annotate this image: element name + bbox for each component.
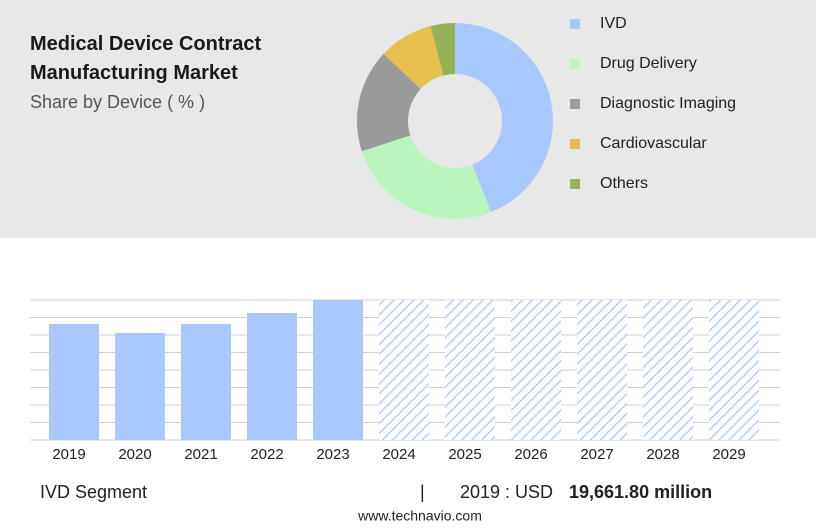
x-tick-label: 2026 bbox=[514, 446, 547, 463]
separator: | bbox=[420, 482, 425, 502]
x-tick-label: 2029 bbox=[712, 446, 745, 463]
legend-label: Diagnostic Imaging bbox=[600, 95, 736, 112]
x-tick-label: 2021 bbox=[184, 446, 217, 463]
forecast-bar bbox=[577, 300, 627, 440]
donut-slice bbox=[383, 26, 444, 89]
forecast-bar bbox=[511, 300, 561, 440]
forecast-bar bbox=[379, 300, 429, 440]
x-tick-label: 2023 bbox=[316, 446, 349, 463]
legend-label: Cardiovascular bbox=[600, 135, 707, 152]
donut-slice bbox=[455, 23, 554, 213]
legend-swatch bbox=[570, 179, 580, 189]
bar bbox=[313, 300, 363, 440]
year-label: 2019 : USD bbox=[460, 482, 553, 502]
forecast-bar bbox=[643, 300, 693, 440]
legend-swatch bbox=[570, 139, 580, 149]
donut-slice bbox=[430, 23, 455, 76]
forecast-bar bbox=[445, 300, 495, 440]
x-tick-label: 2025 bbox=[448, 446, 481, 463]
donut-slice bbox=[357, 53, 421, 152]
value-label: 19,661.80 million bbox=[569, 482, 712, 502]
x-tick-label: 2028 bbox=[646, 446, 679, 463]
legend-label: Drug Delivery bbox=[600, 55, 697, 72]
x-tick-label: 2022 bbox=[250, 446, 283, 463]
forecast-bar bbox=[709, 300, 759, 440]
bar bbox=[115, 333, 165, 440]
x-tick-label: 2024 bbox=[382, 446, 415, 463]
segment-label: IVD Segment bbox=[40, 482, 147, 502]
bar bbox=[49, 324, 99, 440]
legend-label: IVD bbox=[600, 15, 627, 32]
legend-swatch bbox=[570, 99, 580, 109]
bar bbox=[247, 313, 297, 440]
legend-swatch bbox=[570, 59, 580, 69]
bar bbox=[181, 324, 231, 440]
legend-swatch bbox=[570, 19, 580, 29]
donut-slice bbox=[361, 135, 492, 220]
x-tick-label: 2020 bbox=[118, 446, 151, 463]
chart-subtitle: Share by Device ( % ) bbox=[30, 92, 206, 112]
chart-title: Medical Device Contract Manufacturing Ma… bbox=[30, 33, 262, 84]
source: www.technavio.com bbox=[357, 508, 482, 524]
legend-label: Others bbox=[600, 175, 648, 192]
x-tick-label: 2019 bbox=[52, 446, 85, 463]
x-tick-label: 2027 bbox=[580, 446, 613, 463]
